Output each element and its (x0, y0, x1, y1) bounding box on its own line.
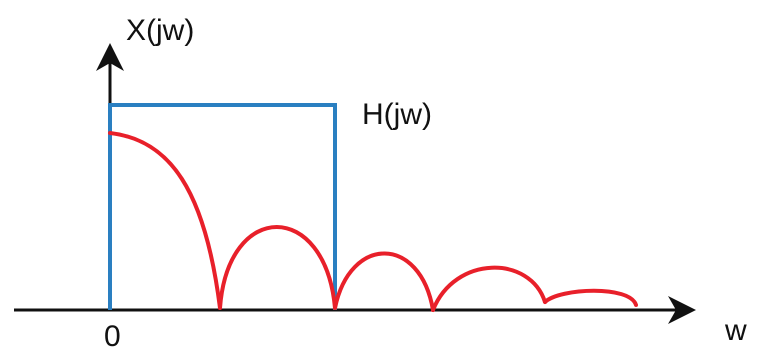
filter-response-rect (108, 103, 337, 310)
spectrum-side-lobe-4 (543, 288, 638, 307)
spectrum-side-lobe-2 (333, 251, 435, 312)
y-axis-label: X(jw) (126, 14, 194, 47)
spectrum-side-lobe-3 (431, 265, 547, 312)
filter-label: H(jw) (362, 98, 432, 131)
y-axis-arrowhead (96, 43, 124, 71)
origin-label: 0 (104, 320, 121, 351)
spectrum-main-lobe (108, 131, 222, 310)
spectrum-side-lobe-1 (218, 225, 337, 310)
x-axis-label: w (724, 314, 747, 347)
x-axis-arrowhead (668, 296, 696, 324)
